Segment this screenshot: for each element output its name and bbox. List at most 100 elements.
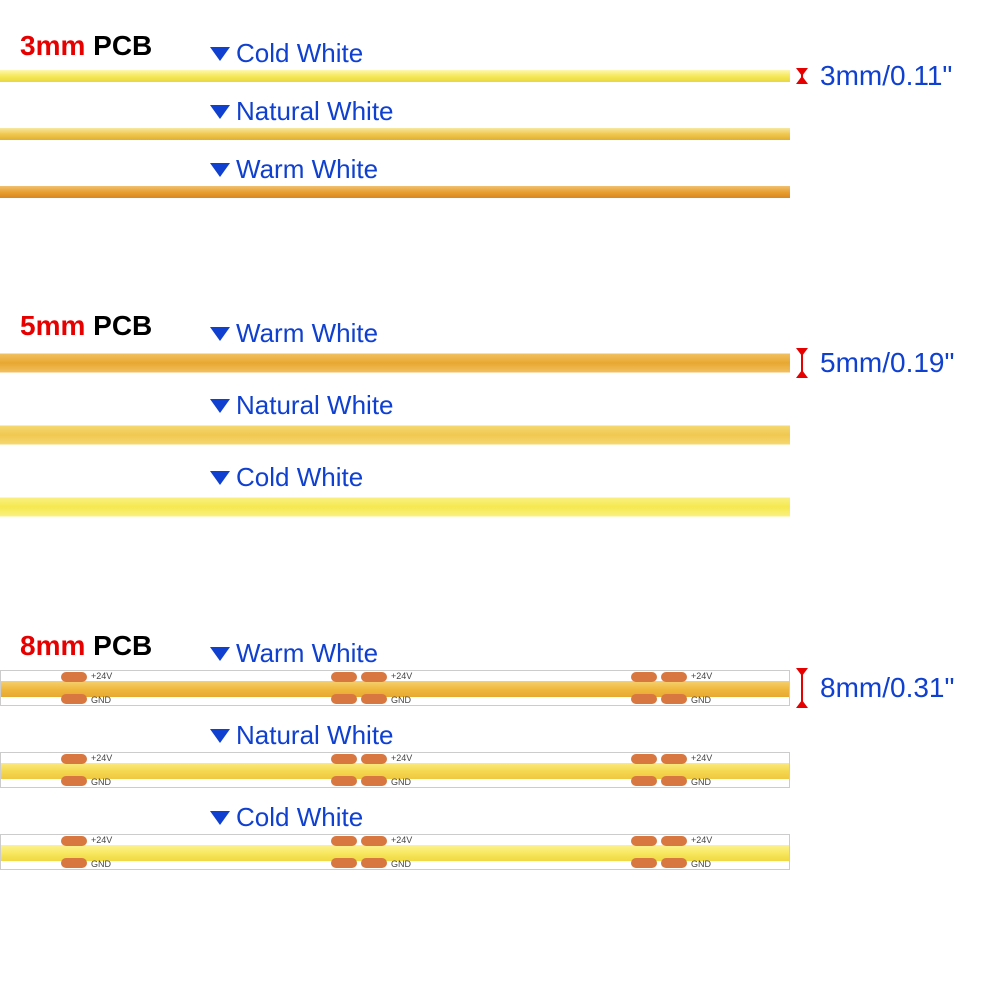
pad-label-top: +24V bbox=[691, 671, 712, 681]
pad-label-bottom: GND bbox=[91, 777, 111, 787]
arrow-down-icon bbox=[210, 647, 230, 661]
pad-label-top: +24V bbox=[91, 671, 112, 681]
dimension-bracket bbox=[795, 350, 809, 376]
strip-color-text: Natural White bbox=[236, 390, 394, 421]
solder-pad bbox=[661, 836, 687, 846]
strip-color-label: Natural White bbox=[210, 720, 394, 751]
strip-row: Warm White+24VGND+24VGND+24VGND+24VGND+2… bbox=[0, 670, 790, 706]
pad-label-top: +24V bbox=[91, 835, 112, 845]
strip-color-label: Cold White bbox=[210, 462, 363, 493]
pcb-section-8mm: 8mm PCBWarm White+24VGND+24VGND+24VGND+2… bbox=[0, 630, 1000, 670]
strip-color-text: Warm White bbox=[236, 638, 378, 669]
solder-pad bbox=[631, 836, 657, 846]
strip-color-label: Cold White bbox=[210, 802, 363, 833]
dimension-bracket bbox=[795, 670, 809, 706]
pad-label-bottom: GND bbox=[691, 695, 711, 705]
solder-pad bbox=[361, 776, 387, 786]
solder-pad bbox=[631, 694, 657, 704]
led-strip bbox=[0, 70, 790, 82]
strip-color-label: Natural White bbox=[210, 390, 394, 421]
section-header: 8mm PCB bbox=[0, 630, 1000, 662]
arrow-down-icon bbox=[210, 47, 230, 61]
strip-row: Cold White3mm/0.11" bbox=[0, 70, 790, 82]
strip-color-label: Cold White bbox=[210, 38, 363, 69]
solder-pad bbox=[631, 754, 657, 764]
pcb-label: PCB bbox=[85, 310, 152, 341]
strip-color-label: Warm White bbox=[210, 318, 378, 349]
led-strip bbox=[0, 422, 790, 448]
solder-pad bbox=[631, 858, 657, 868]
strip-color-label: Warm White bbox=[210, 638, 378, 669]
strip-row: Cold White bbox=[0, 494, 790, 520]
size-label: 8mm bbox=[20, 630, 85, 661]
size-label: 3mm bbox=[20, 30, 85, 61]
solder-pad bbox=[361, 754, 387, 764]
solder-pad bbox=[631, 776, 657, 786]
size-label: 5mm bbox=[20, 310, 85, 341]
solder-pad bbox=[631, 672, 657, 682]
solder-pad bbox=[61, 694, 87, 704]
strip-color-text: Warm White bbox=[236, 318, 378, 349]
pad-label-top: +24V bbox=[391, 835, 412, 845]
pad-label-top: +24V bbox=[691, 753, 712, 763]
led-strip bbox=[0, 128, 790, 140]
arrow-down-icon bbox=[210, 327, 230, 341]
strip-color-text: Cold White bbox=[236, 38, 363, 69]
strip-row: Cold White+24VGND+24VGND+24VGND+24VGND+2… bbox=[0, 834, 790, 870]
led-strip bbox=[0, 186, 790, 198]
arrow-down-icon bbox=[210, 471, 230, 485]
dimension-text: 5mm/0.19" bbox=[820, 347, 954, 379]
arrow-down-icon bbox=[210, 399, 230, 413]
strip-color-text: Natural White bbox=[236, 96, 394, 127]
led-strip bbox=[0, 350, 790, 376]
solder-pad bbox=[331, 858, 357, 868]
pcb-section-3mm: 3mm PCBCold White3mm/0.11"Natural WhiteW… bbox=[0, 30, 1000, 70]
solder-pad bbox=[61, 672, 87, 682]
arrow-down-icon bbox=[210, 811, 230, 825]
solder-pad bbox=[661, 858, 687, 868]
solder-pad bbox=[661, 694, 687, 704]
strip-color-text: Warm White bbox=[236, 154, 378, 185]
pad-label-top: +24V bbox=[691, 835, 712, 845]
led-strip: +24VGND+24VGND+24VGND+24VGND+24VGND bbox=[0, 834, 790, 870]
pad-label-bottom: GND bbox=[391, 695, 411, 705]
solder-pad bbox=[331, 672, 357, 682]
solder-pad bbox=[361, 694, 387, 704]
led-strip: +24VGND+24VGND+24VGND+24VGND+24VGND bbox=[0, 752, 790, 788]
section-header: 3mm PCB bbox=[0, 30, 1000, 62]
arrow-down-icon bbox=[210, 163, 230, 177]
pad-label-top: +24V bbox=[391, 671, 412, 681]
solder-pad bbox=[361, 836, 387, 846]
pcb-label: PCB bbox=[85, 30, 152, 61]
led-strip bbox=[0, 494, 790, 520]
solder-pad bbox=[61, 836, 87, 846]
strip-color-text: Natural White bbox=[236, 720, 394, 751]
pad-label-bottom: GND bbox=[391, 777, 411, 787]
pad-label-bottom: GND bbox=[691, 777, 711, 787]
solder-pad bbox=[331, 776, 357, 786]
solder-pad bbox=[661, 754, 687, 764]
solder-pad bbox=[661, 776, 687, 786]
solder-pad bbox=[61, 776, 87, 786]
solder-pad bbox=[361, 672, 387, 682]
strip-color-label: Warm White bbox=[210, 154, 378, 185]
solder-pad bbox=[331, 836, 357, 846]
solder-pad bbox=[661, 672, 687, 682]
dimension-text: 3mm/0.11" bbox=[820, 60, 952, 92]
arrow-down-icon bbox=[210, 105, 230, 119]
strip-row: Natural White bbox=[0, 128, 790, 140]
pad-label-bottom: GND bbox=[391, 859, 411, 869]
dimension-bracket bbox=[795, 70, 809, 82]
strip-row: Natural White bbox=[0, 422, 790, 448]
solder-pad bbox=[331, 754, 357, 764]
arrow-down-icon bbox=[210, 729, 230, 743]
solder-pad bbox=[61, 754, 87, 764]
pad-label-top: +24V bbox=[91, 753, 112, 763]
solder-pad bbox=[61, 858, 87, 868]
pad-label-top: +24V bbox=[391, 753, 412, 763]
section-header: 5mm PCB bbox=[0, 310, 1000, 342]
pad-label-bottom: GND bbox=[691, 859, 711, 869]
led-strip: +24VGND+24VGND+24VGND+24VGND+24VGND bbox=[0, 670, 790, 706]
strip-color-text: Cold White bbox=[236, 462, 363, 493]
strip-row: Warm White5mm/0.19" bbox=[0, 350, 790, 376]
